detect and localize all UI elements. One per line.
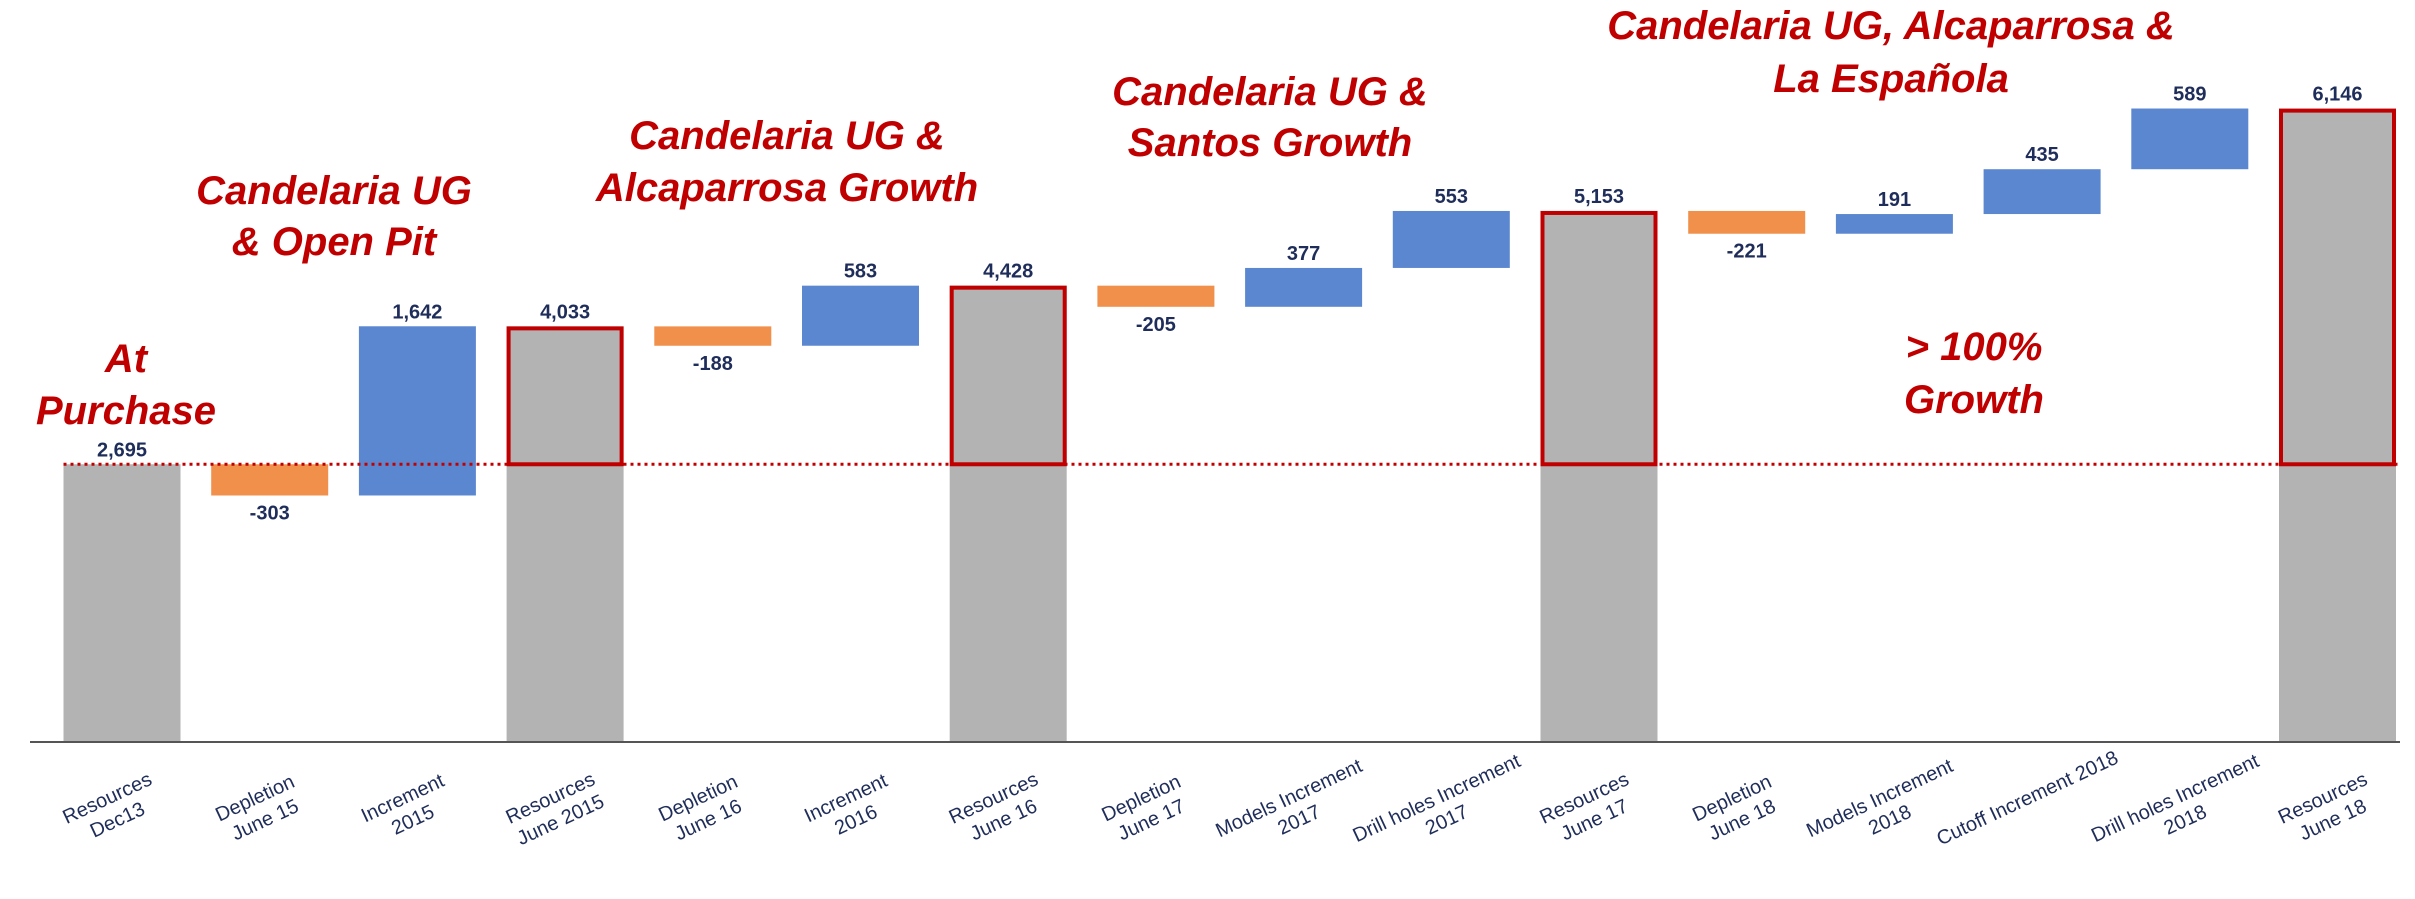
value-label: 589 <box>2173 84 2206 106</box>
x-tick-label: DepletionJune 18 <box>1689 771 1785 848</box>
x-tick-label: ResourcesJune 16 <box>946 768 1052 850</box>
bar <box>1540 210 1658 743</box>
highlight-box <box>949 285 1067 467</box>
bar <box>949 285 1067 742</box>
bar <box>654 326 772 346</box>
bar <box>2131 108 2249 170</box>
value-label: 2,695 <box>97 439 147 461</box>
value-label: 6,146 <box>2312 84 2362 106</box>
bar <box>506 326 624 742</box>
value-label: 1,642 <box>392 301 442 323</box>
value-label: 435 <box>2025 144 2058 166</box>
x-tick-label: Models Increment2017 <box>1212 755 1376 864</box>
bar <box>1245 267 1363 307</box>
value-label: 4,428 <box>983 261 1033 283</box>
highlight-box <box>2279 108 2396 467</box>
annotation: Candelaria UG & Santos Growth <box>1112 70 1428 165</box>
bar <box>63 464 181 742</box>
annotation: Candelaria UG, Alcaparrosa & La Española <box>1607 4 2175 101</box>
x-tick-label: Increment2015 <box>358 770 458 849</box>
value-label: 191 <box>1878 189 1911 211</box>
value-label: 4,033 <box>540 301 590 323</box>
bar <box>2279 108 2396 743</box>
annotation: Candelaria UG & Alcaparrosa Growth <box>595 114 978 210</box>
value-label: -303 <box>250 502 290 524</box>
value-label: 377 <box>1287 243 1320 265</box>
x-tick-label: Increment2016 <box>801 770 901 849</box>
x-tick-label: ResourcesJune 18 <box>2275 768 2381 850</box>
x-tick-label: Drill holes Increment2017 <box>1350 750 1535 869</box>
bar <box>1688 210 1806 234</box>
annotation: > 100% Growth <box>1904 325 2044 422</box>
bar <box>1835 214 1953 234</box>
value-label: -221 <box>1727 241 1767 263</box>
x-tick-label: ResourcesDec13 <box>59 768 165 850</box>
annotation: At Purchase <box>36 337 216 433</box>
value-label: 583 <box>844 261 877 283</box>
highlight-box <box>506 326 624 467</box>
value-label: -188 <box>693 353 733 375</box>
bar <box>211 464 329 496</box>
annotations: At Purchase Candelaria UG & Open Pit Cande… <box>36 4 2175 433</box>
annotation: Candelaria UG & Open Pit <box>196 169 472 264</box>
bar <box>802 285 919 346</box>
x-tick-label: ResourcesJune 17 <box>1536 768 1642 850</box>
x-tick-label: DepletionJune 17 <box>1098 771 1194 848</box>
value-label: 553 <box>1435 186 1468 208</box>
bar <box>358 326 476 496</box>
value-label: -205 <box>1136 314 1176 336</box>
x-tick-label: ResourcesJune 2015 <box>503 768 609 850</box>
bar <box>1392 210 1510 268</box>
value-label: 5,153 <box>1574 186 1624 208</box>
bar <box>1097 285 1215 307</box>
x-tick-label: DepletionJune 15 <box>212 771 308 848</box>
x-tick-label: DepletionJune 16 <box>655 771 751 848</box>
bar <box>1983 169 2101 215</box>
